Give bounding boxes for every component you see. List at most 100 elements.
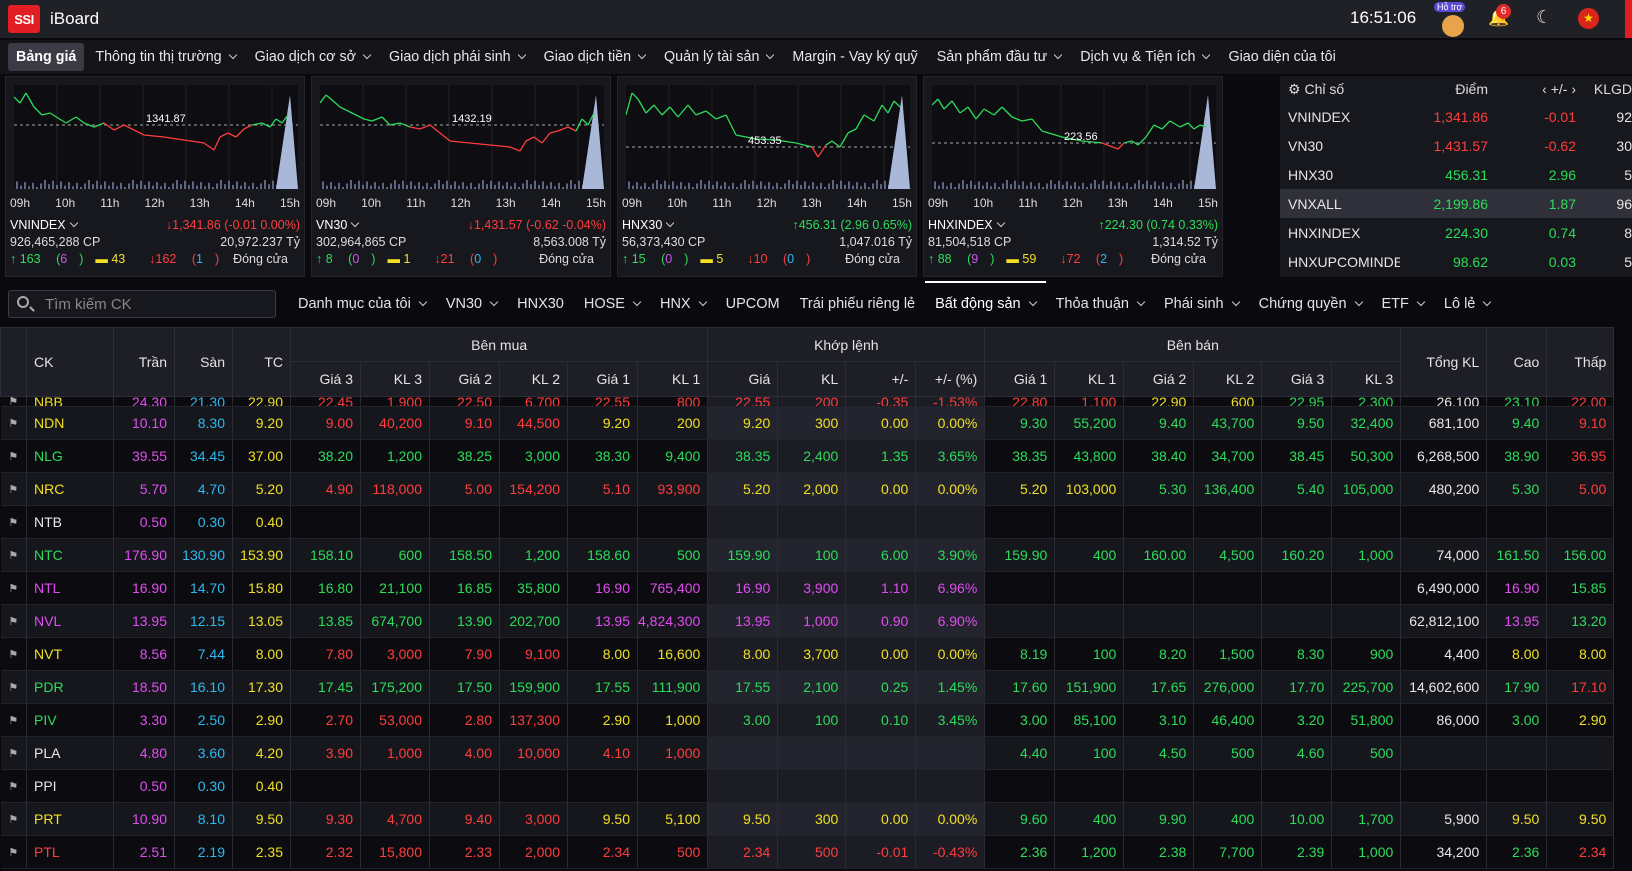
ask-price-2[interactable]: 9.40 bbox=[1123, 406, 1195, 440]
stock-symbol[interactable]: NRC bbox=[26, 472, 114, 506]
index-row[interactable]: VNINDEX 1,341.86 -0.01 92 bbox=[1280, 102, 1632, 131]
bid-price-2[interactable] bbox=[429, 505, 500, 539]
tab-1[interactable]: VN30 bbox=[436, 284, 507, 324]
bid-price-3[interactable]: 22.45 bbox=[290, 396, 361, 407]
bid-price-2[interactable]: 38.25 bbox=[429, 439, 500, 473]
stock-row-ntc[interactable]: ⚑ NTC 176.90 130.90 153.90 158.10 600 158.50 1,2… bbox=[0, 538, 1615, 572]
ask-price-1[interactable]: 2.36 bbox=[984, 835, 1056, 869]
bid-price-2[interactable]: 9.40 bbox=[429, 802, 500, 836]
tab-8[interactable]: Thỏa thuận bbox=[1046, 284, 1154, 324]
pin-icon[interactable]: ⚑ bbox=[0, 538, 27, 572]
tab-12[interactable]: Lô lẻ bbox=[1434, 284, 1500, 324]
sub-header-14[interactable]: Giá 3 bbox=[1261, 361, 1333, 397]
tab-0[interactable]: Danh mục của tôi bbox=[288, 284, 436, 324]
ask-price-2[interactable]: 3.10 bbox=[1123, 703, 1195, 737]
ask-price-3[interactable] bbox=[1261, 769, 1333, 803]
stock-symbol[interactable]: PIV bbox=[26, 703, 114, 737]
ask-price-3[interactable]: 9.50 bbox=[1261, 406, 1333, 440]
bid-price-3[interactable]: 4.90 bbox=[290, 472, 361, 506]
stock-symbol[interactable]: PLA bbox=[26, 736, 114, 770]
ask-price-3[interactable]: 17.70 bbox=[1261, 670, 1333, 704]
pin-icon[interactable]: ⚑ bbox=[0, 439, 27, 473]
ask-price-2[interactable]: 2.38 bbox=[1123, 835, 1195, 869]
ask-price-1[interactable] bbox=[984, 604, 1056, 638]
index-row[interactable]: HNXUPCOMINDEX 98.62 0.03 5 bbox=[1280, 247, 1632, 276]
bid-price-2[interactable]: 22.50 bbox=[429, 396, 500, 407]
ask-price-2[interactable]: 17.65 bbox=[1123, 670, 1195, 704]
col-header-3[interactable]: TC bbox=[232, 327, 291, 397]
bid-price-2[interactable]: 7.90 bbox=[429, 637, 500, 671]
sub-header-4[interactable]: Giá 1 bbox=[567, 361, 638, 397]
ask-price-1[interactable]: 38.35 bbox=[984, 439, 1056, 473]
tab-6[interactable]: Trái phiếu riêng lẻ bbox=[799, 296, 916, 312]
ask-price-3[interactable]: 22.95 bbox=[1261, 396, 1333, 407]
stock-row-nlg[interactable]: ⚑ NLG 39.55 34.45 37.00 38.20 1,200 38.25 3,000 3… bbox=[0, 439, 1615, 473]
ask-price-2[interactable]: 4.50 bbox=[1123, 736, 1195, 770]
stock-row-nbb[interactable]: ⚑ NBB 24.30 21.30 22.90 22.45 1,900 22.50 6,700 2… bbox=[0, 396, 1615, 407]
vietnam-flag-icon[interactable]: ★ bbox=[1578, 8, 1599, 29]
sub-header-1[interactable]: KL 3 bbox=[360, 361, 430, 397]
ask-price-3[interactable]: 8.30 bbox=[1261, 637, 1333, 671]
bid-price-1[interactable] bbox=[567, 505, 638, 539]
menu-4[interactable]: Giao dịch tiền bbox=[536, 43, 653, 71]
tab-10[interactable]: Chứng quyền bbox=[1249, 284, 1372, 324]
ask-price-3[interactable] bbox=[1261, 571, 1333, 605]
ask-price-2[interactable] bbox=[1123, 604, 1195, 638]
stock-row-pla[interactable]: ⚑ PLA 4.80 3.60 4.20 3.90 1,000 4.00 10,000 4.10 1… bbox=[0, 736, 1615, 770]
ask-price-1[interactable] bbox=[984, 505, 1056, 539]
index-selector[interactable]: HNXINDEX bbox=[928, 218, 1004, 232]
ask-price-1[interactable]: 3.00 bbox=[984, 703, 1056, 737]
stock-row-pdr[interactable]: ⚑ PDR 18.50 16.10 17.30 17.45 175,200 17.50 159,… bbox=[0, 670, 1615, 704]
stock-symbol[interactable]: NTC bbox=[26, 538, 114, 572]
menu-2[interactable]: Giao dịch cơ sở bbox=[247, 43, 378, 71]
sub-header-15[interactable]: KL 3 bbox=[1331, 361, 1402, 397]
index-row[interactable]: HNXINDEX 224.30 0.74 8 bbox=[1280, 218, 1632, 247]
sub-header-0[interactable]: Giá 3 bbox=[290, 361, 361, 397]
tab-2[interactable]: HNX30 bbox=[517, 296, 564, 312]
tab-5[interactable]: UPCOM bbox=[725, 296, 780, 312]
menu-8[interactable]: Dịch vụ & Tiện ích bbox=[1072, 43, 1217, 71]
ask-price-2[interactable]: 22.90 bbox=[1123, 396, 1195, 407]
tail-header-0[interactable]: Tổng KL bbox=[1400, 327, 1488, 397]
bid-price-2[interactable]: 4.00 bbox=[429, 736, 500, 770]
stock-symbol[interactable]: PPI bbox=[26, 769, 114, 803]
tab-3[interactable]: HOSE bbox=[574, 284, 650, 324]
ask-price-3[interactable] bbox=[1261, 505, 1333, 539]
index-selector[interactable]: VNINDEX bbox=[10, 218, 77, 232]
bid-price-2[interactable]: 158.50 bbox=[429, 538, 500, 572]
index-row[interactable]: VN30 1,431.57 -0.62 30 bbox=[1280, 131, 1632, 160]
ask-price-2[interactable]: 5.30 bbox=[1123, 472, 1195, 506]
bid-price-2[interactable]: 9.10 bbox=[429, 406, 500, 440]
ssi-logo[interactable]: SSI bbox=[8, 5, 40, 33]
stock-symbol[interactable]: NLG bbox=[26, 439, 114, 473]
stock-row-ptl[interactable]: ⚑ PTL 2.51 2.19 2.35 2.32 15,800 2.33 2,000 2.34 5… bbox=[0, 835, 1615, 869]
pin-icon[interactable]: ⚑ bbox=[0, 670, 27, 704]
ask-price-1[interactable]: 4.40 bbox=[984, 736, 1056, 770]
index-row[interactable]: HNX30 456.31 2.96 5 bbox=[1280, 160, 1632, 189]
pin-icon[interactable]: ⚑ bbox=[0, 406, 27, 440]
pin-icon[interactable]: ⚑ bbox=[0, 637, 27, 671]
ask-price-3[interactable]: 2.39 bbox=[1261, 835, 1333, 869]
menu-9[interactable]: Giao diện của tôi bbox=[1228, 49, 1336, 65]
bid-price-3[interactable]: 7.80 bbox=[290, 637, 361, 671]
bid-price-2[interactable]: 16.85 bbox=[429, 571, 500, 605]
moon-icon[interactable]: ☾ bbox=[1536, 7, 1553, 27]
bid-price-3[interactable]: 2.70 bbox=[290, 703, 361, 737]
col-header-0[interactable]: CK bbox=[26, 327, 114, 397]
ask-price-2[interactable] bbox=[1123, 769, 1195, 803]
bid-price-1[interactable]: 17.55 bbox=[567, 670, 638, 704]
pin-icon[interactable]: ⚑ bbox=[0, 835, 27, 869]
bid-price-3[interactable]: 13.85 bbox=[290, 604, 361, 638]
bid-price-1[interactable]: 22.55 bbox=[567, 396, 638, 407]
bid-price-3[interactable]: 2.32 bbox=[290, 835, 361, 869]
bid-price-3[interactable]: 158.10 bbox=[290, 538, 361, 572]
stock-symbol[interactable]: PDR bbox=[26, 670, 114, 704]
ask-price-1[interactable]: 8.19 bbox=[984, 637, 1056, 671]
pin-icon[interactable]: ⚑ bbox=[0, 703, 27, 737]
ask-price-1[interactable] bbox=[984, 571, 1056, 605]
tab-11[interactable]: ETF bbox=[1372, 284, 1434, 324]
sub-header-2[interactable]: Giá 2 bbox=[429, 361, 500, 397]
gear-icon[interactable]: ⚙ bbox=[1288, 80, 1305, 97]
stock-symbol[interactable]: NVT bbox=[26, 637, 114, 671]
menu-1[interactable]: Thông tin thị trường bbox=[87, 43, 243, 71]
